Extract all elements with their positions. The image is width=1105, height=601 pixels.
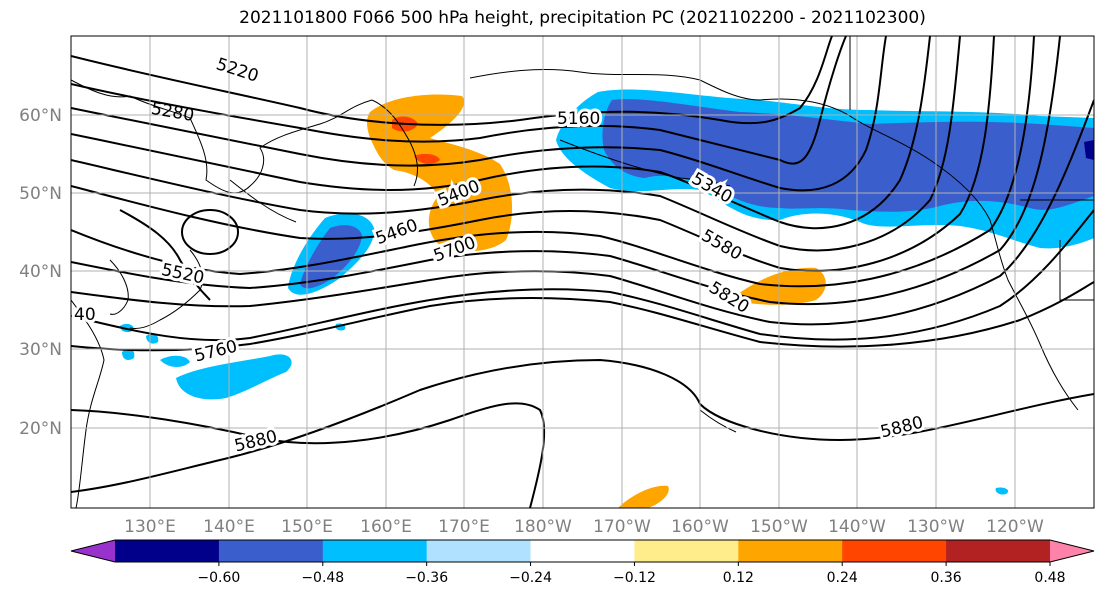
lat-label: 30°N [19,340,62,360]
lat-label: 60°N [19,106,62,126]
lon-label: 170°W [593,517,651,537]
precip-blue-south-1 [176,354,292,400]
colorbar-ticks: −0.60 −0.48 −0.36 −0.24 −0.12 0.12 0.24 0.36 0.4… [197,562,1066,586]
precip-shading [120,89,1094,508]
lon-label: 160°W [671,517,729,537]
lon-label: 160°E [360,517,412,537]
colorbar-tick-label: −0.24 [509,570,552,586]
colorbar-segment [322,540,428,562]
coast-border-3 [1059,240,1094,301]
lon-label: 170°E [438,517,490,537]
contour-5820 [71,99,1094,326]
precip-orange-bering [367,94,513,252]
map-frame [70,35,1095,509]
contour-a [71,36,887,192]
colorbar-segment [1050,540,1094,562]
colorbar-segment [842,540,947,562]
lon-label: 130°W [907,517,965,537]
colorbar: −0.60 −0.48 −0.36 −0.24 −0.12 0.12 0.24 0.36 0.4… [70,539,1095,586]
coast-alaska [469,69,991,221]
lat-labels: 60°N 50°N 40°N 30°N 20°N [19,106,62,439]
precip-blue-south-7 [995,487,1009,495]
coast-japan [129,249,203,329]
contour-5520-low [119,209,211,301]
precip-blue-dark-pacific [1084,140,1094,160]
precip-blue-south-3 [122,348,135,360]
coast-aleutians [559,139,731,187]
gridlines [71,36,1094,508]
coast-kurils [229,179,297,223]
colorbar-segment [71,540,115,562]
coast-korea [109,259,129,315]
lat-label: 20°N [19,419,62,439]
contour-d [71,36,995,272]
colorbar-segment [634,540,739,562]
colorbar-tick-label: 0.24 [827,570,858,586]
precip-red-bering-2 [414,153,440,165]
lat-label: 40°N [19,262,62,282]
coastlines [71,36,1094,508]
contour-e [71,36,1035,288]
colorbar-tick-label: 0.48 [1034,570,1065,586]
colorbar-tick-label: −0.48 [301,570,344,586]
colorbar-segment [218,540,324,562]
colorbar-tick-label: 0.36 [931,570,962,586]
colorbar-tick-label: −0.36 [405,570,448,586]
lon-labels: 130°E 140°E 150°E 160°E 170°E 180°W 170°… [124,517,1044,537]
lon-label: 180°W [514,517,572,537]
contour-g [71,281,1094,352]
precip-blue-south-4 [146,334,159,344]
contour-label: 40 [74,305,96,325]
colorbar-segment [946,540,1051,562]
contour-c [71,36,961,252]
precip-blue-mid-wp [300,225,362,289]
lon-label: 140°W [828,517,886,537]
lon-label: 130°E [124,517,176,537]
coast-china [71,299,105,508]
coast-na-west [989,219,1079,411]
contour-closed-low [181,209,239,255]
coast-asia [71,79,373,194]
lat-label: 50°N [19,184,62,204]
contour-5760 [71,209,1094,342]
colorbar-segment [738,540,843,562]
colorbar-tick-label: −0.12 [613,570,656,586]
lon-label: 140°E [203,517,255,537]
contour-5880-east [71,358,1094,493]
contour-f [71,36,1061,306]
precip-orange-bottom [618,485,669,508]
colorbar-segments [70,539,1095,563]
precip-blue-south-2 [160,355,190,367]
colorbar-segment [530,540,635,562]
colorbar-tick-label: 0.12 [723,570,754,586]
contour-5880 [71,402,546,508]
contour-5280 [71,36,847,165]
colorbar-outline [70,539,1095,563]
contour-label: 5160 [557,109,600,129]
map-title: 2021101800 F066 500 hPa height, precipit… [239,8,926,28]
precip-blue-mid-pacific [602,99,1094,212]
lon-label: 120°W [986,517,1044,537]
lon-label: 150°E [281,517,333,537]
colorbar-segment [115,540,220,562]
colorbar-tick-label: −0.60 [197,570,240,586]
colorbar-segment [426,540,532,562]
coast-hawaii [699,409,737,433]
contour-b [71,36,931,230]
lon-label: 150°W [750,517,808,537]
height-contours [71,36,1094,508]
